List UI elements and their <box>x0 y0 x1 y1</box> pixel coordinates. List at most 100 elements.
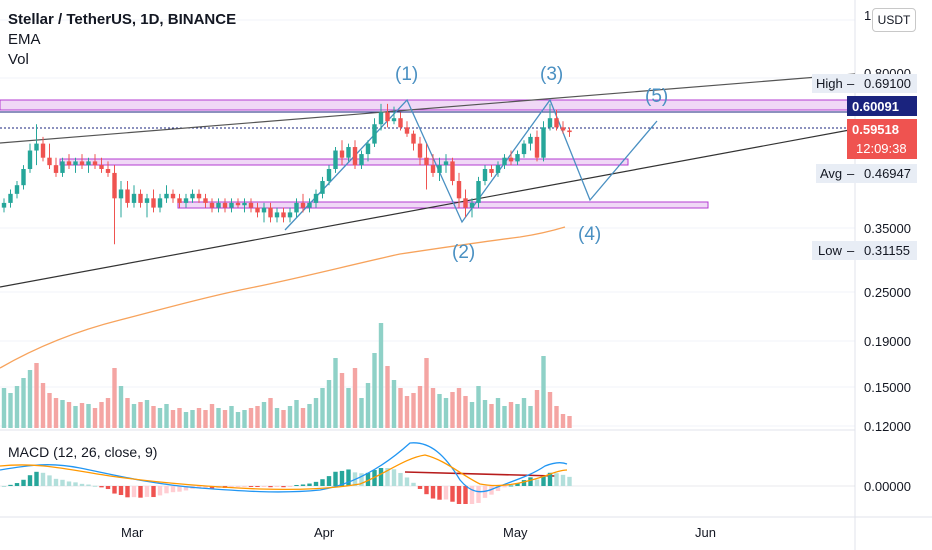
last-price-value: 0.59518 <box>852 122 899 137</box>
candle-body <box>482 169 488 182</box>
signal-line <box>0 454 568 490</box>
candle-body <box>333 150 338 169</box>
volume-bar <box>417 386 423 428</box>
volume-bar <box>235 412 241 428</box>
macd-histogram-bar <box>105 486 111 490</box>
volume-bar <box>300 408 306 428</box>
macd-histogram-bar <box>398 472 403 486</box>
candle-body <box>476 181 481 203</box>
drawings <box>0 73 856 477</box>
macd-histogram-bar <box>268 486 273 488</box>
wave-label-3: (3) <box>540 64 563 85</box>
candle-body <box>60 161 65 173</box>
volume-bar <box>482 400 488 428</box>
zone-mid <box>59 158 629 166</box>
volume-bar <box>450 392 455 428</box>
time-label: May <box>503 525 528 540</box>
volume-bar <box>502 406 507 428</box>
volume-bar <box>40 383 46 428</box>
volume-bar <box>138 402 143 428</box>
macd-legend[interactable]: MACD (12, 26, close, 9) <box>8 444 158 460</box>
candle-body <box>385 112 390 122</box>
candle-body <box>190 193 195 199</box>
volume-bar <box>190 410 195 428</box>
volume-bar <box>326 380 332 428</box>
indicator-vol[interactable]: Vol <box>8 51 29 68</box>
volume-bar <box>359 398 364 428</box>
volume-bar <box>222 410 228 428</box>
volume-bar <box>255 406 260 428</box>
low-tag-value: 0.31155 <box>864 243 910 258</box>
volume-bar <box>547 392 553 428</box>
candle-body <box>437 165 442 173</box>
candle-body <box>151 198 156 208</box>
macd-histogram-bar <box>417 486 423 489</box>
price-axis[interactable]: 1.00000 0.80000 0.35000 0.25000 0.19000 … <box>864 8 911 494</box>
volume-bar <box>534 390 540 428</box>
macd-histogram-bar <box>34 471 39 486</box>
candle-body <box>463 198 468 208</box>
volume-bar <box>92 408 98 428</box>
candle-body <box>541 127 546 158</box>
macd-histogram-bar <box>541 476 546 486</box>
volume-bar <box>515 404 520 428</box>
candle-body <box>443 161 449 166</box>
macd-tick: 0.00000 <box>864 479 911 494</box>
volume-bar <box>216 408 221 428</box>
wave-label-2: (2) <box>452 242 475 263</box>
macd-histogram-bar <box>365 472 371 486</box>
price-tick: 0.19000 <box>864 334 911 349</box>
candle-body <box>515 154 520 162</box>
avg-tag-value: 0.46947 <box>864 166 911 181</box>
last-price-tag <box>847 119 917 159</box>
candle-body <box>73 161 78 166</box>
candle-body <box>307 202 312 208</box>
symbol-title[interactable]: Stellar / TetherUS, 1D, BINANCE <box>8 11 237 28</box>
macd-histogram-bar <box>430 486 436 499</box>
macd-histogram-bar <box>274 486 280 487</box>
candle-body <box>281 212 286 218</box>
price-tick: 0.25000 <box>864 285 911 300</box>
candle-body <box>372 124 377 144</box>
candle-body <box>404 127 410 134</box>
volume-bar <box>404 396 410 428</box>
macd-histogram-bar <box>391 469 397 486</box>
low-tag <box>812 241 917 260</box>
candle-body <box>1 202 7 208</box>
volume-bar <box>463 396 468 428</box>
volume-bar <box>268 398 273 428</box>
time-axis[interactable]: Mar Apr May Jun <box>121 525 716 540</box>
currency-button[interactable]: USDT <box>872 8 916 32</box>
volume-bar <box>391 380 397 428</box>
volume-bar <box>313 398 319 428</box>
candle-body <box>398 118 403 128</box>
candle-body <box>27 150 33 169</box>
volume-bar <box>469 402 475 428</box>
candle-body <box>326 169 332 182</box>
volume-bar <box>567 416 572 428</box>
macd-histogram-bar <box>567 476 572 486</box>
macd-histogram-bar <box>463 486 468 504</box>
macd-histogram-bar <box>53 478 59 486</box>
volume-bar <box>521 398 527 428</box>
volume-bar <box>170 410 176 428</box>
volume-bar <box>47 393 52 428</box>
candle-body <box>144 198 150 203</box>
volume-bar <box>229 406 234 428</box>
trendline-upper <box>0 73 856 144</box>
avg-tag <box>816 164 917 183</box>
candle-body <box>502 157 507 166</box>
volume-bar <box>508 402 514 428</box>
macd-histogram-bar <box>326 476 332 486</box>
volume-bar <box>242 410 247 428</box>
candle-body <box>105 169 111 173</box>
candle-body <box>209 202 215 208</box>
candle-body <box>131 193 137 203</box>
candle-body <box>495 165 501 173</box>
price-tick: 0.12000 <box>864 419 911 434</box>
macd-histogram-bar <box>515 483 520 486</box>
indicator-ema[interactable]: EMA <box>8 31 41 48</box>
macd-histogram-bar <box>170 486 176 493</box>
macd-histogram-bar <box>157 486 163 496</box>
